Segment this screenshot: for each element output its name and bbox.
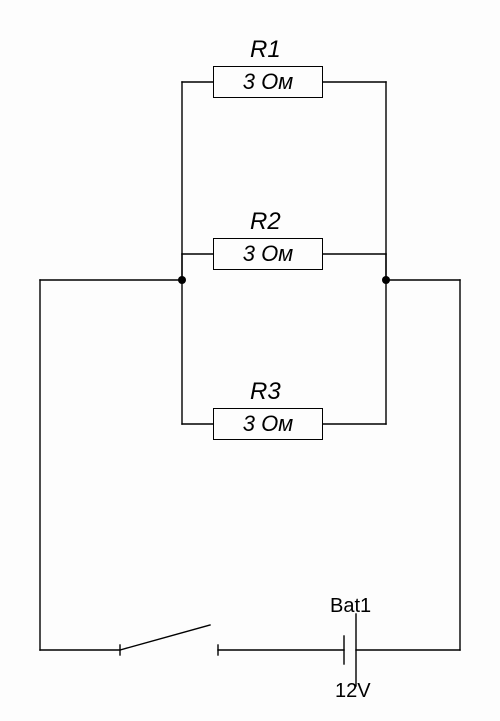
resistor-r3-value: 3 Ом <box>243 411 294 437</box>
circuit-wires <box>0 0 500 721</box>
resistor-r2-box: 3 Ом <box>213 238 323 270</box>
resistor-r3-label: R3 <box>250 378 281 406</box>
resistor-r3-box: 3 Ом <box>213 408 323 440</box>
resistor-r2-label: R2 <box>250 208 281 236</box>
node-left <box>178 276 186 284</box>
resistor-r2-value: 3 Ом <box>243 241 294 267</box>
resistor-r1-value: 3 Ом <box>243 69 294 95</box>
node-right <box>382 276 390 284</box>
battery-label: Bat1 <box>330 595 371 618</box>
resistor-r1-box: 3 Ом <box>213 66 323 98</box>
battery-voltage: 12V <box>335 680 371 703</box>
resistor-r1-label: R1 <box>250 36 281 64</box>
